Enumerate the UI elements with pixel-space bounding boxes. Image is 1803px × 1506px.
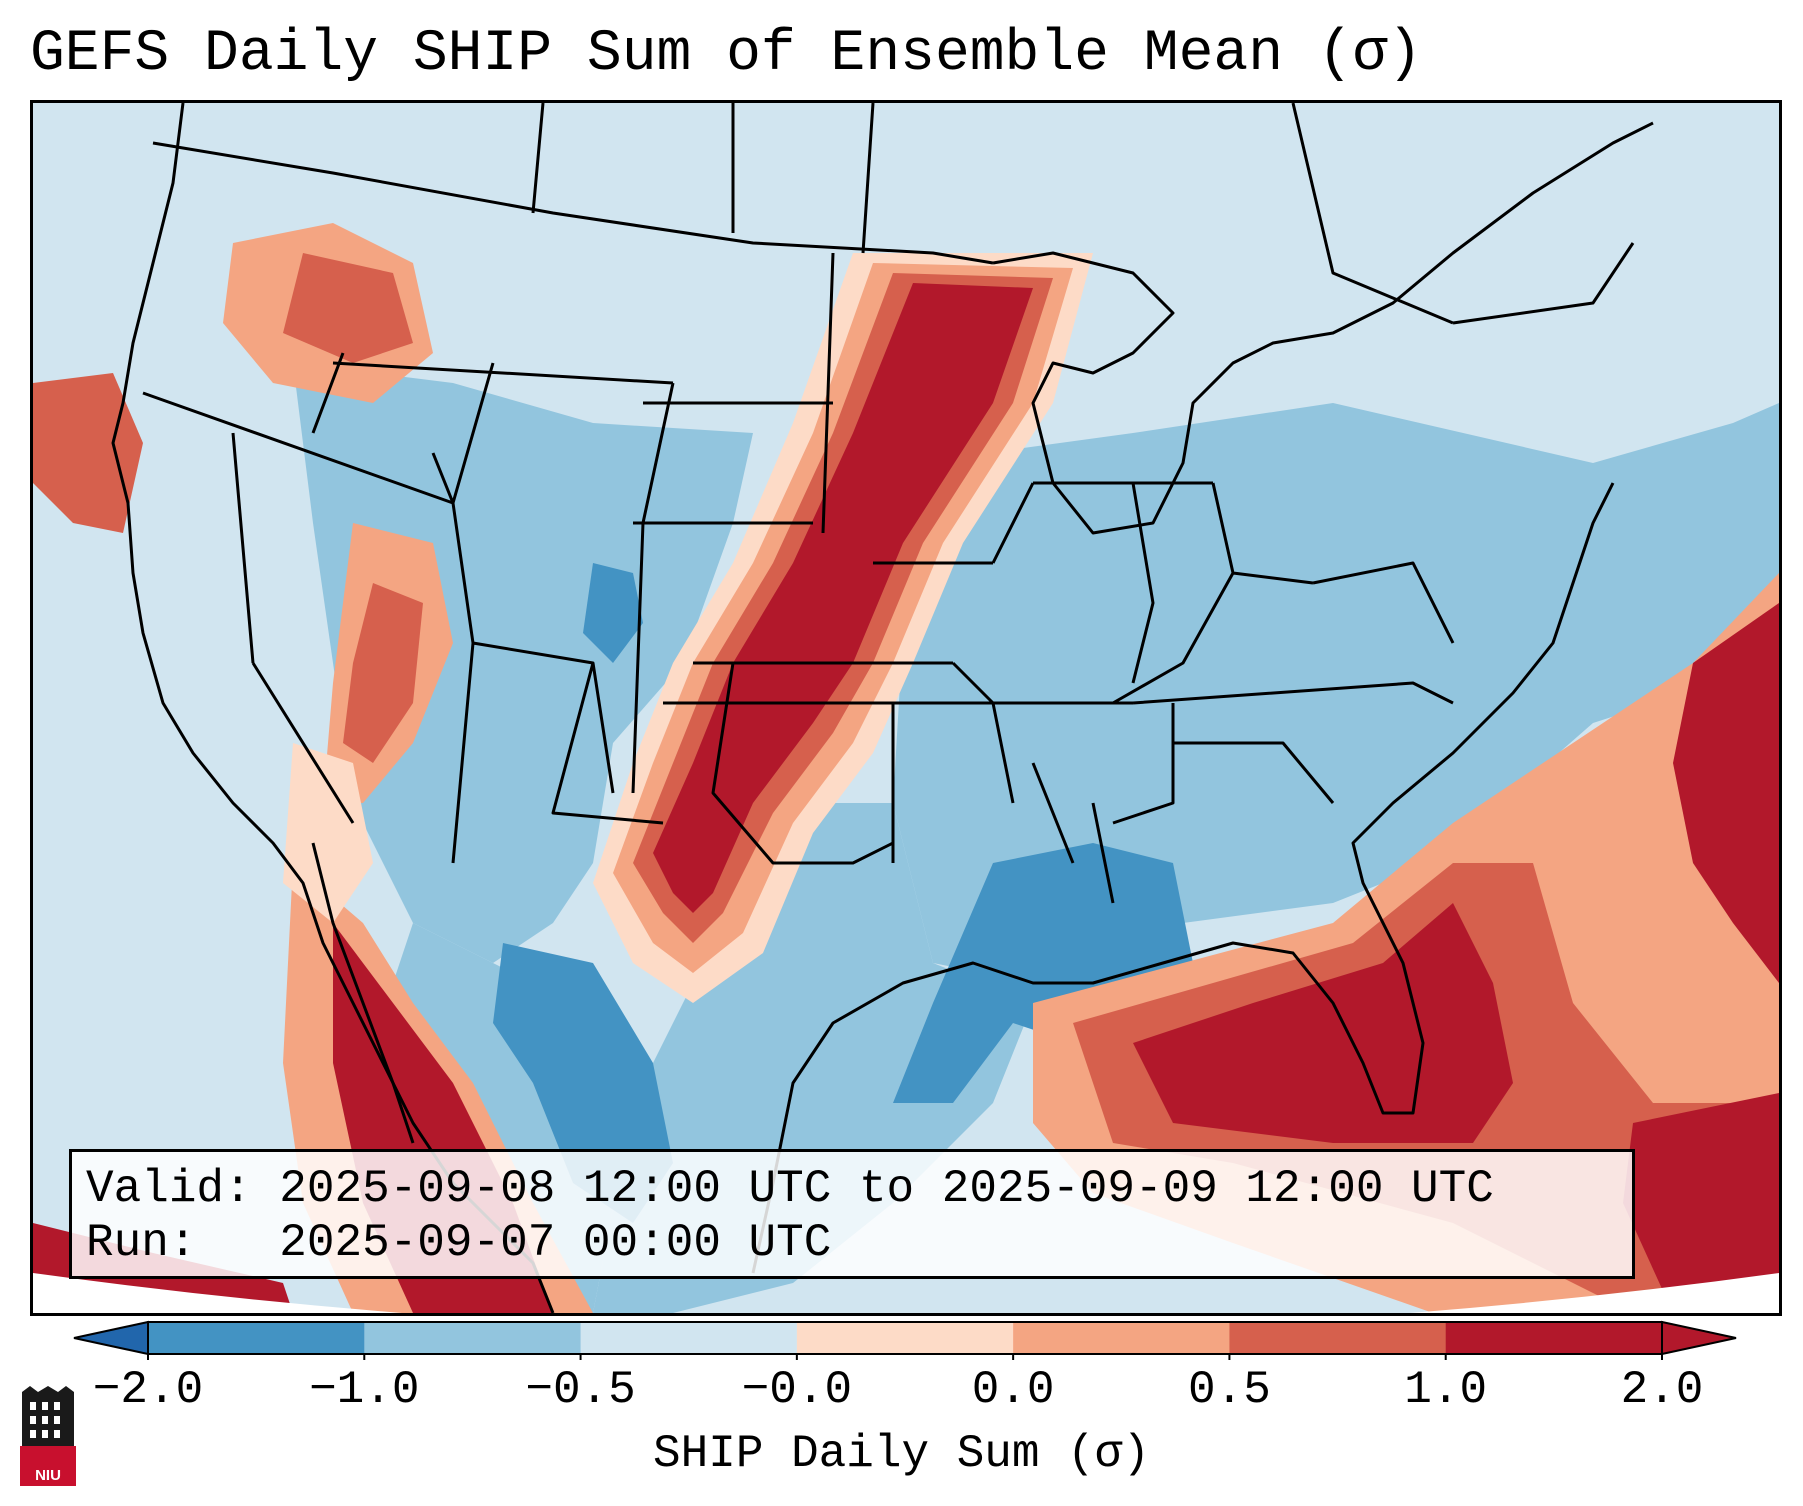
colorbar-tick-label: 0.0 (971, 1364, 1055, 1416)
anomaly-region-east (893, 403, 1779, 983)
colorbar-segment (148, 1322, 365, 1354)
colorbar-tick-label: 2.0 (1620, 1364, 1704, 1416)
great-lakes (992, 121, 1654, 535)
colorbar-segment (364, 1322, 582, 1354)
colorbar-label: SHIP Daily Sum (σ) (653, 1428, 1150, 1480)
anomaly-low-colorado (583, 563, 643, 663)
colorbar-segment (796, 1322, 1014, 1354)
state-borders-central (633, 252, 1133, 865)
chart-title: GEFS Daily SHIP Sum of Ensemble Mean (σ) (30, 22, 1423, 87)
map-panel[interactable]: Valid: 2025-09-08 12:00 UTC to 2025-09-0… (30, 100, 1782, 1316)
logo-badge (20, 1446, 76, 1486)
valid-label: Valid: (86, 1163, 252, 1215)
colorbar-tick-label: 1.0 (1404, 1364, 1488, 1416)
colorbar-extend-over (1661, 1320, 1737, 1356)
logo-text: NIU (35, 1467, 61, 1484)
colorbar-frame (147, 1321, 1663, 1355)
colorbar-segment (1229, 1322, 1447, 1354)
canadian-borders (531, 103, 1635, 325)
state-borders-east (1031, 481, 1455, 904)
colorbar (73, 1320, 1737, 1360)
valid-line: Valid: 2025-09-08 12:00 UTC to 2025-09-0… (86, 1162, 1618, 1216)
colorbar-tick-label: −1.0 (309, 1364, 420, 1416)
colorbar-segment (1013, 1322, 1230, 1354)
valid-text: 2025-09-08 12:00 UTC to 2025-09-09 12:00… (279, 1163, 1494, 1215)
run-info-box: Valid: 2025-09-08 12:00 UTC to 2025-09-0… (69, 1149, 1635, 1279)
colorbar-tick-label: −0.5 (525, 1364, 636, 1416)
colorbar-tick-label: −0.0 (741, 1364, 853, 1416)
run-label: Run: (86, 1217, 197, 1269)
map-canvas[interactable] (33, 103, 1779, 1313)
anomaly-high-central-plains (653, 283, 1033, 913)
niu-logo (20, 1386, 76, 1486)
anomaly-high-southwest-coast (283, 743, 373, 923)
anomaly-high-pnw-core (283, 253, 413, 363)
projection-edge (33, 1273, 1779, 1313)
colorbar-extend-under (73, 1320, 149, 1356)
anomaly-high-great-basin-core (343, 583, 423, 763)
gulf-coastline (751, 482, 1615, 1274)
anomaly-low-louisiana (893, 843, 1193, 1103)
colorbar-segment (580, 1322, 798, 1354)
gulf-of-california (311, 842, 415, 1144)
state-borders-west (142, 352, 675, 864)
northern-border (152, 141, 994, 265)
run-line: Run: 2025-09-07 00:00 UTC (86, 1216, 1618, 1270)
colorbar-tick-label: 0.5 (1188, 1364, 1271, 1416)
anomaly-high-caribbean (1623, 1093, 1779, 1313)
anomaly-high-atlantic-core (1673, 603, 1779, 983)
anomaly-high-pacific-coast (33, 373, 143, 533)
logo-windows (30, 1402, 60, 1438)
colorbar-segment (1445, 1322, 1663, 1354)
colorbar-tick-label: −2.0 (92, 1364, 204, 1416)
anomaly-region-west-interior (293, 363, 753, 963)
logo-battlements (22, 1386, 74, 1392)
run-text: 2025-09-07 00:00 UTC (279, 1217, 832, 1269)
